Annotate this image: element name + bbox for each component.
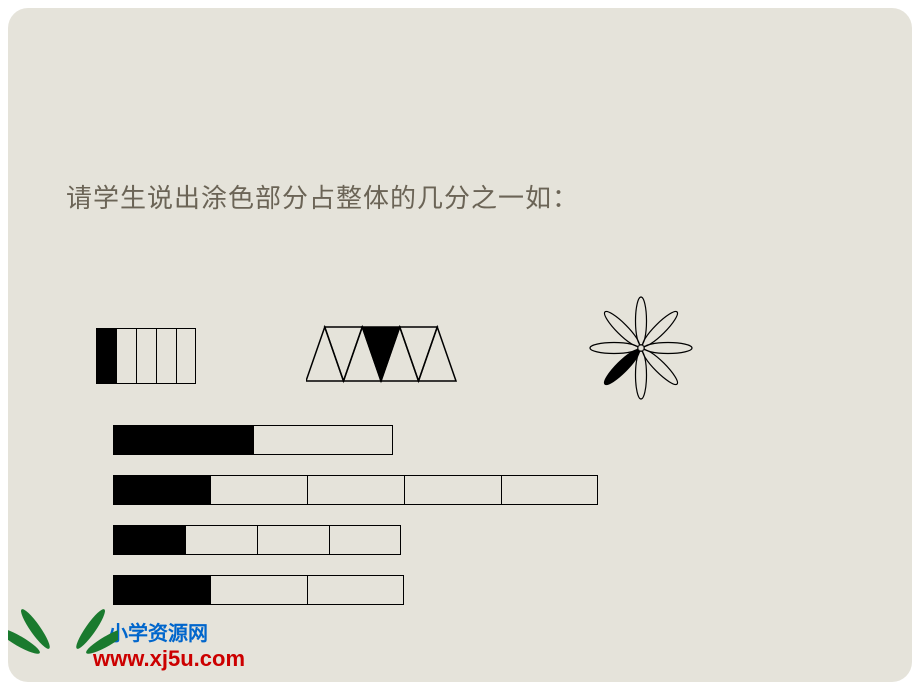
flower-fraction (586, 293, 696, 403)
vertical-bar-segment (176, 328, 196, 384)
shapes-row-1 (96, 308, 696, 403)
vertical-bar-segment (156, 328, 176, 384)
question-title: 请学生说出涂色部分占整体的几分之一如： (66, 178, 579, 215)
flower-petal (601, 308, 643, 350)
triangle-segment (362, 327, 400, 381)
horizontal-bar-segment (257, 525, 329, 555)
horizontal-bar-segment (185, 525, 257, 555)
vertical-bars-fraction (96, 328, 196, 384)
flower-petal (601, 346, 643, 388)
triangle-segment (419, 327, 457, 381)
horizontal-bar-segment (113, 575, 210, 605)
horizontal-bar-fraction (113, 475, 598, 505)
watermark: 小学资源网 www.xj5u.com (18, 617, 245, 672)
horizontal-bar-segment (329, 525, 401, 555)
horizontal-bar-fraction (113, 425, 393, 455)
flower-petal (636, 297, 647, 345)
horizontal-bar-segment (404, 475, 501, 505)
slide-background: 请学生说出涂色部分占整体的几分之一如： 小学资源网 www.xj5u.com (8, 8, 912, 682)
triangles-fraction (306, 325, 466, 385)
vertical-bar-segment (136, 328, 156, 384)
horizontal-bar-segment (210, 575, 307, 605)
horizontal-bar-segment (210, 475, 307, 505)
watermark-line-1: 小学资源网 (108, 617, 245, 646)
vertical-bar-segment (96, 328, 116, 384)
flower-petal (644, 343, 692, 354)
horizontal-bar-segment (113, 475, 210, 505)
horizontal-bar-segment (113, 425, 253, 455)
horizontal-bar-segment (307, 575, 404, 605)
horizontal-bar-fraction (113, 575, 404, 605)
flower-petal (639, 346, 681, 388)
horizontal-bar-segment (253, 425, 393, 455)
horizontal-bar-fraction (113, 525, 401, 555)
triangle-segment (325, 327, 363, 381)
triangle-segment (400, 327, 438, 381)
flower-petal (590, 343, 638, 354)
logo-leaves-icon (8, 597, 118, 667)
horizontal-bar-segment (113, 525, 185, 555)
flower-petal (636, 351, 647, 399)
triangle-segment (306, 327, 344, 381)
horizontal-bar-segment (307, 475, 404, 505)
horizontal-bar-segment (501, 475, 598, 505)
flower-petal (639, 308, 681, 350)
vertical-bar-segment (116, 328, 136, 384)
